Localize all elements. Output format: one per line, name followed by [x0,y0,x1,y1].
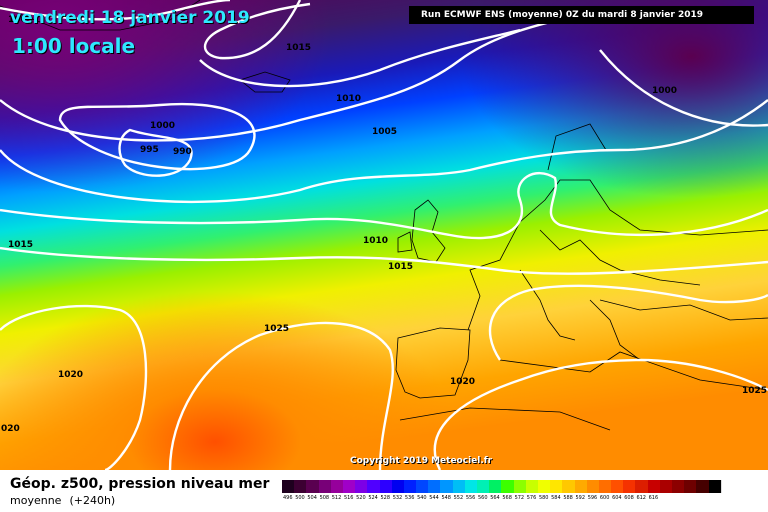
isobar-label-1010-n: 1010 [336,94,361,104]
isobar-label-1025-azores: 1025 [264,324,289,334]
legend-label: 580 [538,495,549,501]
legend-label: 508 [319,495,330,501]
legend-swatch: 564 [489,480,503,508]
legend-label: 544 [429,495,439,501]
map-title: Géop. z500, pression niveau mer [10,476,270,492]
run-info: Run ECMWF ENS (moyenne) 0Z du mardi 8 ja… [409,6,754,24]
legend-swatch: 600 [598,480,613,508]
color-legend: 496 500 504 508 512 516 520 524 528 532 536 540 544 5… [282,480,722,508]
legend-label: 552 [453,495,464,501]
isobar-label-1015-w: 1015 [8,240,33,250]
legend-label: 516 [343,495,354,501]
isobar-label-995: 995 [140,145,159,155]
isobar-label-1020-iberia: 1020 [450,377,475,387]
legend-label: 576 [526,495,537,501]
isobar-label-990: 990 [173,147,192,157]
legend-swatch: 516 [342,480,357,508]
legend-label: 600 [599,495,610,501]
legend-swatch: 504 [306,480,320,508]
legend-swatch: 572 [513,480,527,508]
legend-swatch: 548 [440,480,454,508]
legend-swatch: 520 [355,480,369,508]
weather-map: 1005 1015 1010 1000 995 990 1005 1000 10… [0,0,768,470]
legend-swatch: 552 [452,480,466,508]
legend-swatch: 560 [477,480,491,508]
legend-label: 572 [514,495,525,501]
legend-swatch [696,480,710,508]
isobar-label-1005-nw: 1005 [8,15,33,25]
legend-label: 528 [380,495,391,501]
copyright: Copyright 2019 Meteociel.fr [350,456,493,466]
legend-swatch: 556 [464,480,478,508]
legend-label: 536 [404,495,415,501]
legend-swatch: 568 [501,480,515,508]
legend-swatch: 604 [611,480,625,508]
legend-swatch: 532 [391,480,405,508]
legend-label: 496 [283,495,293,501]
isobar-label-1020-atl: 1020 [58,370,83,380]
isobar-label-020-sw: 020 [1,424,20,434]
legend-label: 588 [563,495,573,501]
legend-label: 500 [295,495,305,501]
legend-label: 608 [624,495,634,501]
legend-swatch [708,480,722,508]
legend-swatch [659,480,673,508]
map-subtitle-type: moyenne [10,494,62,507]
isobar-labels: 1005 1015 1010 1000 995 990 1005 1000 10… [1,15,767,434]
legend-swatch: 576 [525,480,539,508]
legend-label: 612 [636,495,646,501]
legend-swatch: 580 [537,480,552,508]
legend-label: 540 [417,495,427,501]
legend-label: 524 [368,495,378,501]
legend-swatch [684,480,698,508]
isobar-label-1015-n: 1015 [286,43,311,53]
legend-label: 584 [551,495,561,501]
legend-label: 604 [612,495,622,501]
legend-label: 556 [465,495,476,501]
legend-label: 592 [575,495,586,501]
valid-time: 1:00 locale [12,34,136,58]
legend-swatch: 508 [318,480,332,508]
legend-swatch: 596 [586,480,600,508]
isobars [0,0,768,470]
legend-label: 596 [587,495,598,501]
isobar-label-1015-uk: 1015 [388,262,413,272]
legend-label: 564 [490,495,500,501]
legend-label: 512 [331,495,342,501]
legend-label: 616 [648,495,659,501]
legend-swatch: 512 [330,480,344,508]
legend-swatch: 608 [623,480,637,508]
legend-color [708,480,722,493]
legend-swatch: 524 [367,480,381,508]
legend-swatch: 496 [282,480,296,508]
isobar-label-1000-w: 1000 [150,121,175,131]
legend-swatch: 588 [562,480,576,508]
isobar-label-1025-med: 1025 [742,386,767,396]
legend-swatch: 616 [647,480,661,508]
legend-swatch: 592 [574,480,588,508]
isobar-label-1005-n: 1005 [372,127,397,137]
legend-label: 548 [441,495,451,501]
legend-swatch: 544 [428,480,442,508]
legend-swatch: 612 [635,480,649,508]
legend-swatch: 500 [294,480,308,508]
map-subtitle: moyenne (+240h) [10,494,115,507]
legend-swatch: 540 [416,480,430,508]
map-lead-time: (+240h) [69,494,116,507]
legend-label: 568 [502,495,512,501]
legend-label: 520 [356,495,366,501]
legend-label: 560 [478,495,488,501]
legend-swatch: 584 [550,480,564,508]
isobar-label-1010-uk: 1010 [363,236,388,246]
isobar-label-1000-e: 1000 [652,86,677,96]
legend-swatch: 536 [403,480,418,508]
legend-swatch [672,480,686,508]
legend-swatch: 528 [379,480,393,508]
legend-label: 532 [392,495,403,501]
valid-date: vendredi 18 janvier 2019 [10,8,250,28]
legend-label: 504 [307,495,317,501]
